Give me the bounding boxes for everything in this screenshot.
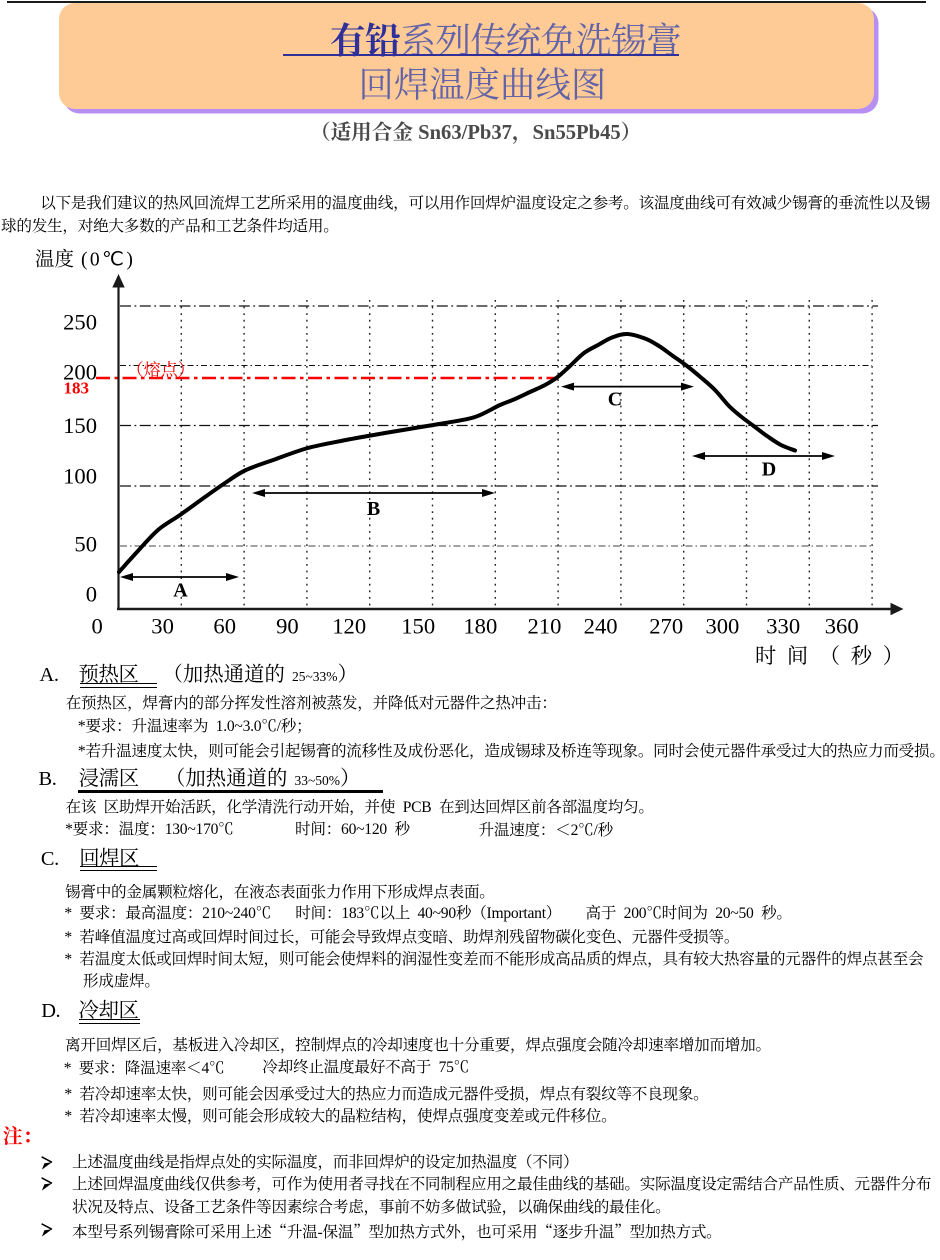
svg-text:(0℃): (0℃) (81, 250, 135, 271)
svg-text:200: 200 (63, 360, 97, 385)
svg-text:300: 300 (705, 614, 739, 639)
svg-text:90: 90 (276, 614, 299, 639)
svg-text:150: 150 (63, 413, 97, 438)
svg-text:250: 250 (63, 310, 97, 335)
svg-text:D: D (762, 459, 776, 481)
svg-text:360: 360 (825, 614, 859, 639)
svg-text:时 间 （ 秒 ）: 时 间 （ 秒 ） (755, 644, 904, 665)
svg-text:温度: 温度 (35, 249, 74, 271)
svg-text:150: 150 (401, 614, 435, 639)
svg-text:210: 210 (528, 614, 562, 639)
svg-text:100: 100 (63, 464, 97, 489)
svg-text:60: 60 (213, 614, 236, 639)
svg-text:270: 270 (649, 614, 683, 639)
svg-text:50: 50 (74, 532, 97, 557)
svg-text:240: 240 (584, 614, 618, 639)
svg-text:180: 180 (463, 614, 497, 639)
svg-text:A: A (173, 580, 188, 602)
svg-text:183: 183 (64, 379, 90, 398)
svg-text:120: 120 (332, 614, 366, 639)
svg-text:C: C (608, 389, 622, 411)
svg-text:0: 0 (91, 614, 102, 639)
svg-text:（熔点）: （熔点） (127, 361, 195, 380)
svg-text:330: 330 (766, 614, 800, 639)
svg-text:30: 30 (151, 614, 174, 639)
svg-text:B: B (367, 498, 380, 520)
svg-text:0: 0 (86, 582, 97, 607)
